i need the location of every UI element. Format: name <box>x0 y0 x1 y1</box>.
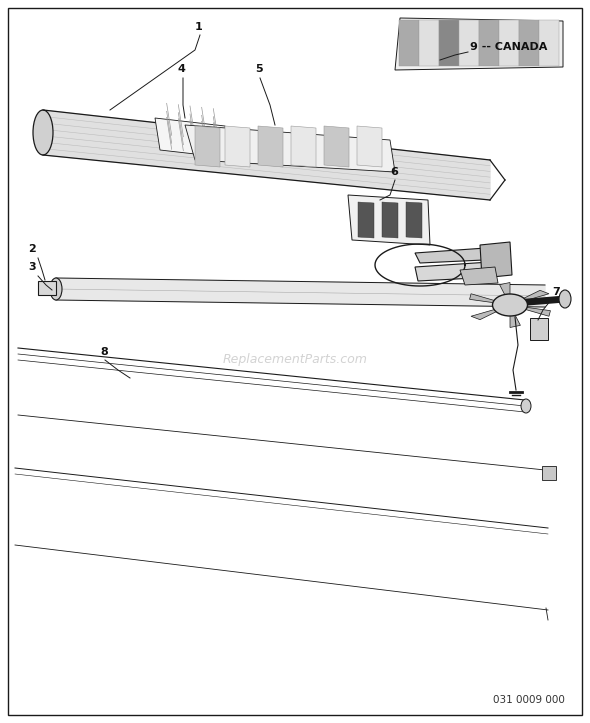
Polygon shape <box>324 126 349 167</box>
Polygon shape <box>460 267 498 285</box>
Polygon shape <box>519 20 539 66</box>
Text: 1: 1 <box>195 22 203 32</box>
Polygon shape <box>225 126 250 167</box>
Text: 9 -- CANADA: 9 -- CANADA <box>470 42 548 52</box>
Ellipse shape <box>521 399 531 413</box>
Text: ReplacementParts.com: ReplacementParts.com <box>222 354 368 367</box>
Polygon shape <box>500 283 510 305</box>
Polygon shape <box>471 305 510 320</box>
Ellipse shape <box>493 294 527 316</box>
Polygon shape <box>459 20 479 66</box>
Text: 5: 5 <box>255 64 263 74</box>
Ellipse shape <box>50 278 62 300</box>
Text: 2: 2 <box>28 244 36 254</box>
Polygon shape <box>258 126 283 167</box>
Ellipse shape <box>559 290 571 308</box>
Polygon shape <box>510 305 520 328</box>
Polygon shape <box>185 125 395 172</box>
Polygon shape <box>510 291 549 305</box>
Polygon shape <box>499 20 519 66</box>
Ellipse shape <box>33 110 53 155</box>
Polygon shape <box>419 20 439 66</box>
Polygon shape <box>395 18 563 70</box>
Polygon shape <box>195 126 220 167</box>
Polygon shape <box>510 305 550 316</box>
Polygon shape <box>406 202 422 238</box>
Polygon shape <box>357 126 382 167</box>
Polygon shape <box>479 20 499 66</box>
Bar <box>530 318 548 340</box>
Polygon shape <box>399 20 419 66</box>
Text: 7: 7 <box>552 287 560 297</box>
Text: 8: 8 <box>100 347 108 357</box>
Polygon shape <box>382 202 398 238</box>
Polygon shape <box>291 126 316 167</box>
Polygon shape <box>43 110 490 200</box>
Polygon shape <box>415 247 505 263</box>
Text: 031 0009 000: 031 0009 000 <box>493 695 565 705</box>
Polygon shape <box>470 294 510 305</box>
Polygon shape <box>480 242 512 278</box>
Polygon shape <box>155 118 230 158</box>
Bar <box>542 466 556 480</box>
Polygon shape <box>348 195 430 245</box>
Text: 3: 3 <box>28 262 35 272</box>
Polygon shape <box>539 20 559 66</box>
Polygon shape <box>358 202 374 238</box>
Polygon shape <box>439 20 459 66</box>
Text: 6: 6 <box>390 167 398 177</box>
Bar <box>38 281 56 295</box>
Text: 4: 4 <box>178 64 186 74</box>
Polygon shape <box>415 262 494 281</box>
Polygon shape <box>56 278 545 307</box>
